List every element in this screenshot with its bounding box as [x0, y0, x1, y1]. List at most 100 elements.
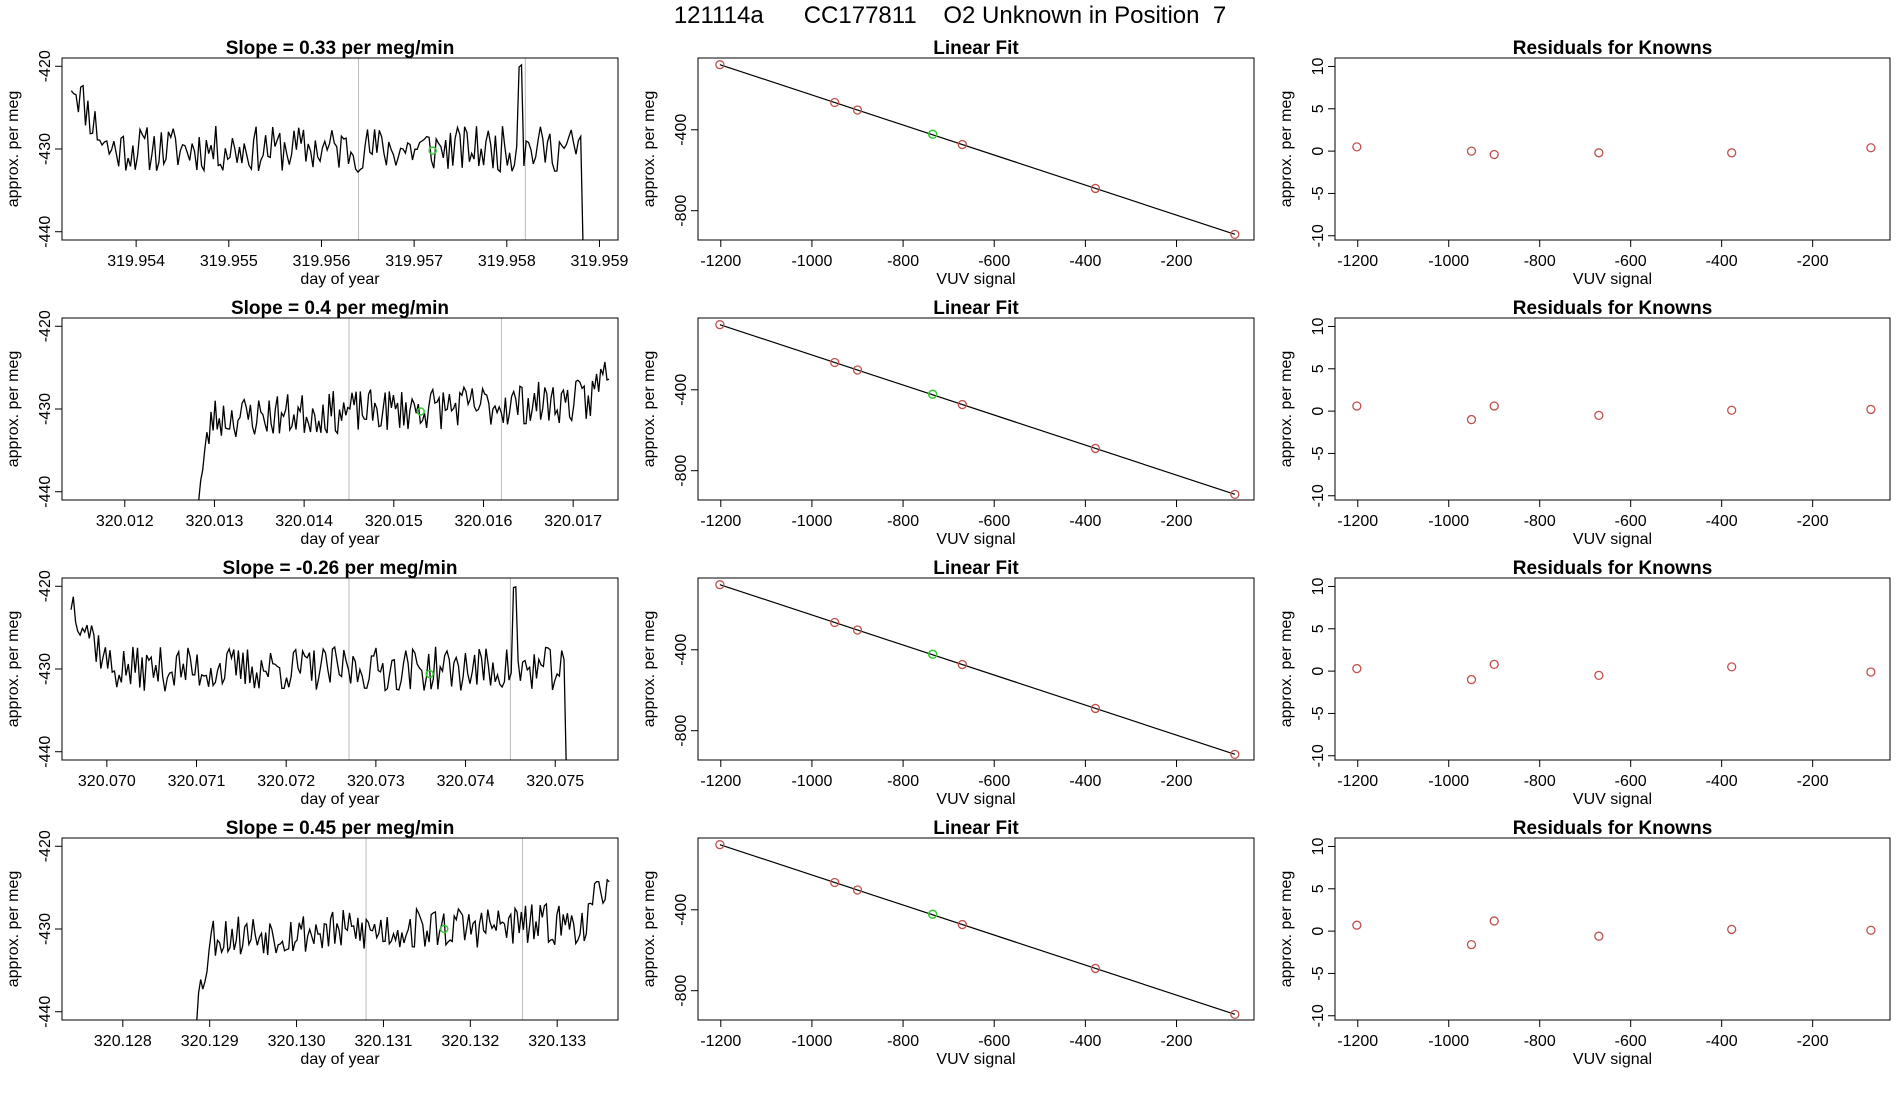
y-axis-label: approx. per meg [641, 91, 658, 208]
y-tick-label: -800 [673, 455, 690, 487]
known-point [1230, 489, 1240, 499]
y-tick-label: 5 [1310, 104, 1327, 113]
x-axis-label: VUV signal [936, 791, 1015, 808]
known-point [1489, 916, 1499, 926]
plot-area [715, 580, 1240, 759]
y-tick-label: -400 [673, 114, 690, 146]
x-tick-label: -800 [1524, 253, 1556, 270]
x-axis-label: VUV signal [1573, 531, 1652, 548]
known-point [1866, 925, 1876, 935]
x-tick-label: 320.071 [168, 773, 226, 790]
panel-2: Residuals for Knowns -1200 -1000 -800 -600 -4… [1278, 38, 1891, 288]
x-tick-label: -600 [1615, 253, 1647, 270]
y-axis-label: approx. per meg [641, 871, 658, 988]
known-point [1090, 443, 1101, 454]
y-tick-label: -440 [37, 476, 54, 508]
y-axis-label: approx. per meg [1278, 91, 1295, 208]
x-tick-label: -1000 [1428, 1033, 1469, 1050]
known-point [1489, 149, 1499, 160]
x-tick-label: -600 [1615, 773, 1647, 790]
known-point [1727, 405, 1737, 415]
x-tick-label: -800 [1524, 1033, 1556, 1050]
plot-area [70, 58, 584, 240]
y-tick-label: -800 [673, 715, 690, 747]
x-axis-label: VUV signal [936, 1051, 1015, 1068]
known-point [1594, 931, 1604, 941]
unknown-point [927, 909, 938, 919]
known-point [957, 919, 967, 930]
known-point [715, 60, 725, 70]
fit-line [719, 324, 1236, 495]
x-axis-label: VUV signal [1573, 791, 1652, 808]
x-tick-label: -400 [1069, 253, 1101, 270]
known-point [1230, 749, 1240, 759]
x-tick-label: -200 [1797, 773, 1829, 790]
panel-1: Linear Fit -1200 -1000 -800 -600 -400 -200 -800… [641, 38, 1255, 288]
known-point [715, 320, 725, 330]
x-tick-label: 320.128 [94, 1033, 152, 1050]
x-tick-label: -400 [1706, 253, 1738, 270]
x-tick-label: 320.012 [96, 513, 154, 530]
y-tick-label: -5 [1310, 446, 1327, 460]
y-tick-label: -420 [37, 570, 54, 602]
x-tick-label: -1200 [1337, 513, 1378, 530]
known-point [852, 625, 863, 635]
x-axis-label: VUV signal [1573, 271, 1652, 288]
y-tick-label: 0 [1310, 407, 1327, 416]
y-tick-label: 10 [1310, 317, 1327, 335]
x-tick-label: -800 [1524, 773, 1556, 790]
plot-frame [1334, 837, 1891, 1021]
known-point [1866, 143, 1876, 153]
known-point [957, 399, 967, 410]
known-point [1727, 924, 1737, 935]
x-tick-label: -600 [978, 1033, 1010, 1050]
x-tick-label: -1200 [700, 1033, 741, 1050]
x-tick-label: 319.956 [293, 253, 351, 270]
unknown-point [927, 389, 938, 399]
x-tick-label: 320.070 [78, 773, 136, 790]
y-axis-label: approx. per meg [5, 611, 22, 728]
plot-area [715, 320, 1240, 499]
figure-title: 121114a CC177811 O2 Unknown in Position … [673, 2, 1227, 29]
x-tick-label: 320.132 [441, 1033, 499, 1050]
x-tick-label: -400 [1069, 513, 1101, 530]
known-point [1727, 148, 1737, 158]
y-tick-label: -430 [37, 653, 54, 685]
x-axis-label: VUV signal [1573, 1051, 1652, 1068]
x-tick-label: 320.016 [455, 513, 513, 530]
panel-7: Linear Fit -1200 -1000 -800 -600 -400 -200 -800… [641, 558, 1255, 808]
x-tick-label: -600 [978, 253, 1010, 270]
y-tick-label: 5 [1310, 624, 1327, 633]
y-tick-label: -800 [673, 975, 690, 1007]
unknown-marker [425, 669, 434, 679]
x-tick-label: -800 [887, 773, 919, 790]
y-axis-label: approx. per meg [5, 91, 22, 208]
y-axis-label: approx. per meg [641, 611, 658, 728]
unknown-point [927, 129, 938, 139]
known-point [1466, 940, 1477, 950]
panel-title: Slope = 0.33 per meg/min [226, 38, 455, 59]
unknown-marker [416, 407, 425, 416]
x-tick-label: 320.073 [347, 773, 405, 790]
x-tick-label: 319.957 [385, 253, 443, 270]
y-tick-label: -10 [1310, 224, 1327, 247]
known-point [1466, 414, 1477, 425]
y-tick-label: 5 [1310, 884, 1327, 893]
x-tick-label: -200 [1161, 513, 1193, 530]
x-tick-label: 320.133 [528, 1033, 586, 1050]
y-tick-label: -400 [673, 634, 690, 666]
panel-0: Slope = 0.33 per meg/min 319.954 319.955 31… [5, 38, 628, 288]
panel-9: Slope = 0.45 per meg/min 320.128 320.129 32… [5, 818, 619, 1068]
y-tick-label: -400 [673, 374, 690, 406]
known-point [830, 617, 840, 628]
x-tick-label: -1200 [700, 773, 741, 790]
known-point [957, 139, 967, 150]
x-tick-label: 320.017 [544, 513, 602, 530]
data-trace [198, 361, 610, 500]
panel-3: Slope = 0.4 per meg/min 320.012 320.013 320… [5, 298, 619, 548]
y-tick-label: -440 [37, 996, 54, 1028]
x-tick-label: -800 [1524, 513, 1556, 530]
x-tick-label: -1200 [700, 253, 741, 270]
plot-frame [697, 317, 1255, 501]
